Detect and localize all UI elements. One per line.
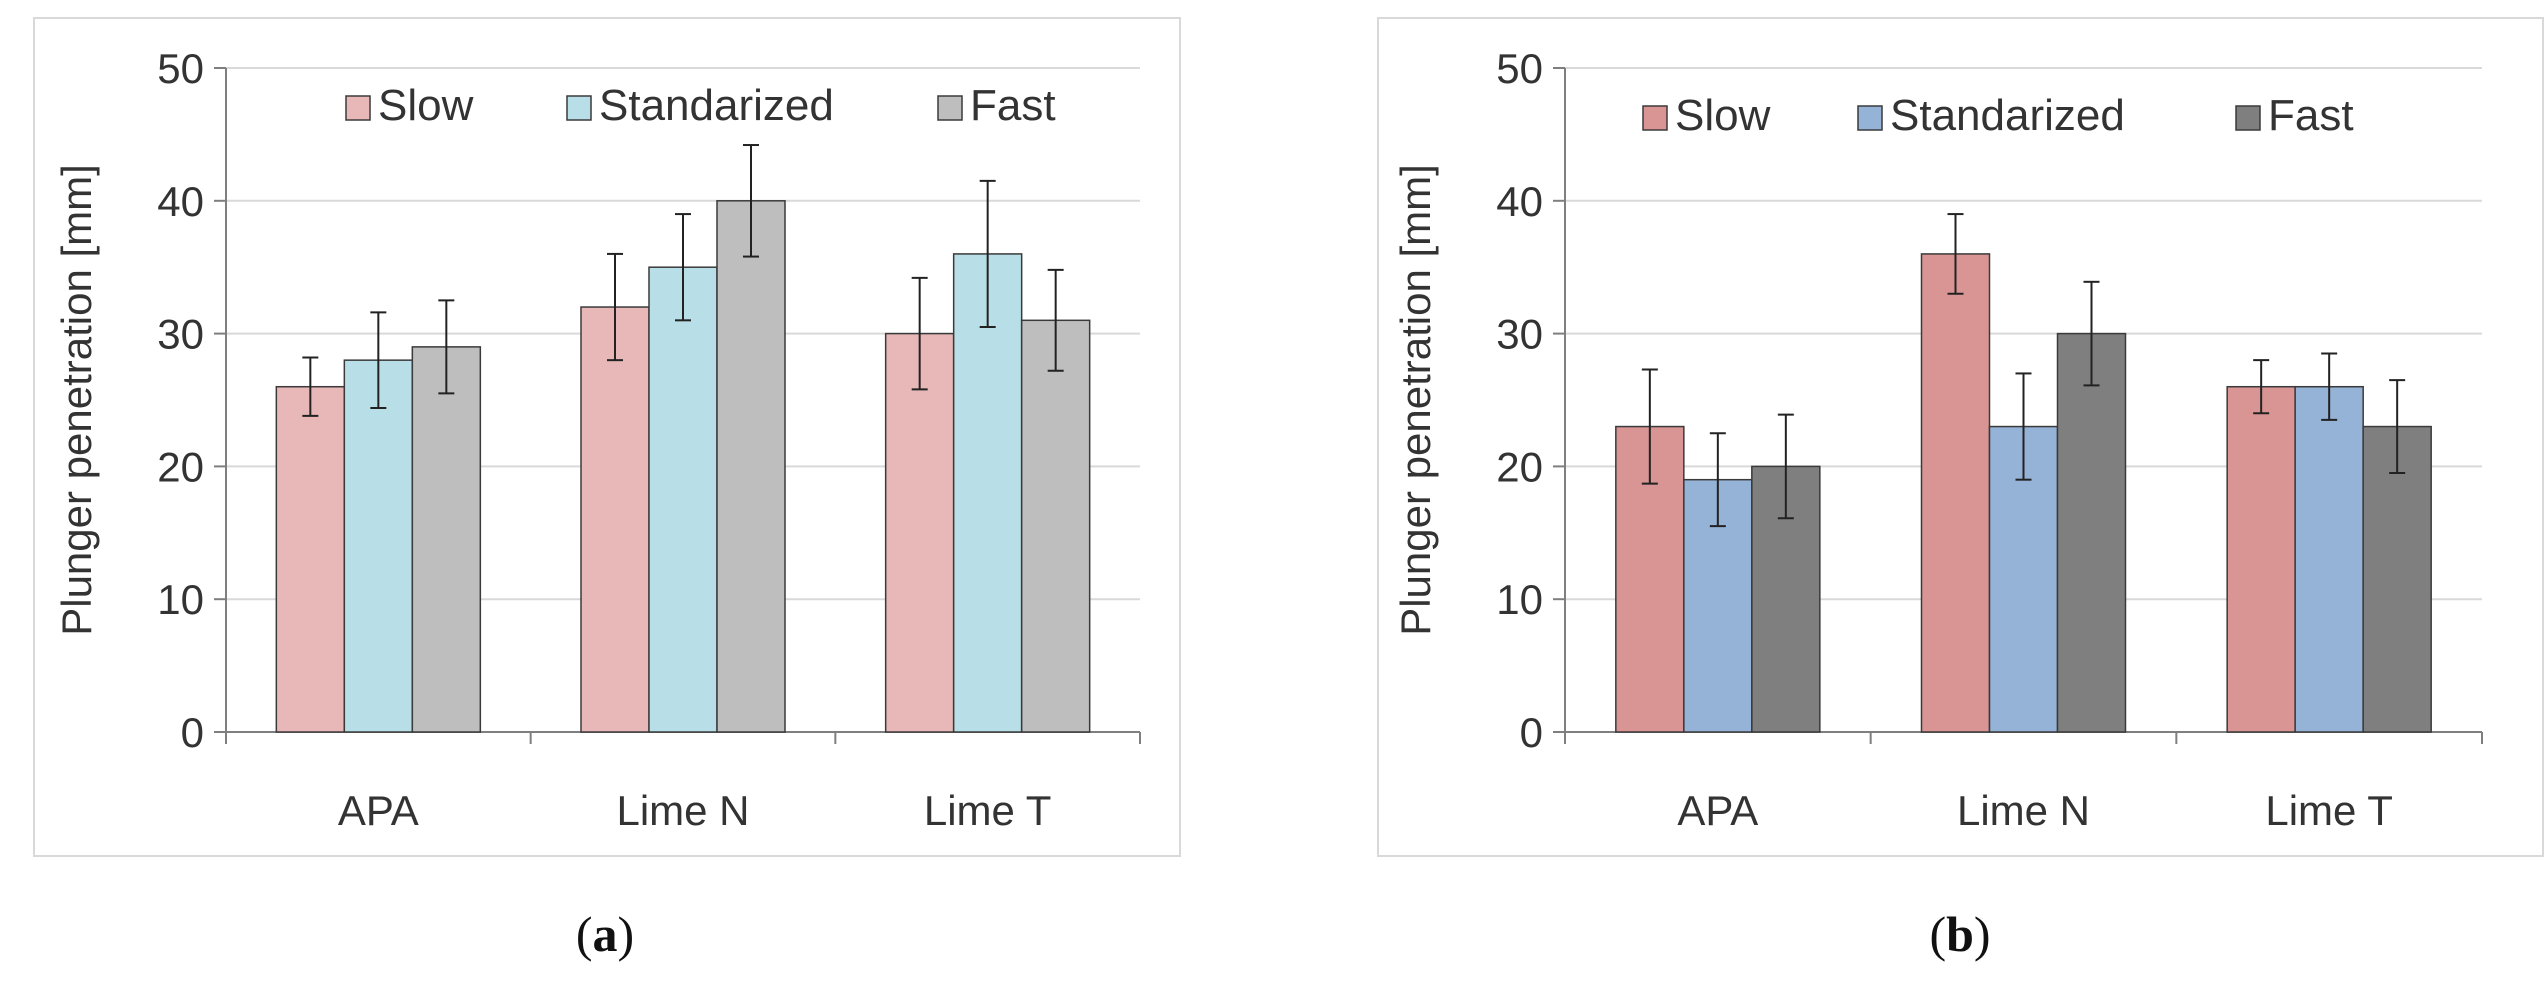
- bar: [580, 306, 650, 733]
- y-tick-label: 40: [1496, 178, 1543, 225]
- legend-label: Standarized: [599, 81, 834, 130]
- legend-swatch: [1857, 105, 1883, 131]
- caption-b-letter: b: [1946, 906, 1974, 962]
- legend-swatch: [2235, 105, 2261, 131]
- bar: [2226, 385, 2296, 733]
- caption-a-letter: a: [592, 906, 618, 962]
- x-tick-label: Lime T: [2265, 787, 2393, 834]
- x-tick-label: Lime N: [616, 787, 749, 834]
- legend-label: Standarized: [1890, 91, 2125, 140]
- bar: [2294, 385, 2364, 733]
- legend-swatch: [566, 95, 592, 121]
- legend-label: Slow: [1675, 91, 1771, 140]
- bar: [275, 385, 346, 733]
- y-tick-label: 50: [157, 45, 204, 92]
- legend-swatch: [345, 95, 371, 121]
- x-tick-label: APA: [1677, 787, 1758, 834]
- caption-a: (a): [575, 906, 635, 962]
- y-tick-label: 0: [181, 709, 204, 756]
- y-tick-label: 10: [1496, 576, 1543, 623]
- y-tick-label: 10: [157, 576, 204, 623]
- legend-label: Fast: [970, 81, 1056, 130]
- x-tick-label: APA: [338, 787, 419, 834]
- legend-swatch: [937, 95, 963, 121]
- bar: [1920, 253, 1991, 733]
- x-tick-label: Lime T: [924, 787, 1052, 834]
- y-tick-label: 20: [1496, 443, 1543, 490]
- y-tick-label: 50: [1496, 45, 1543, 92]
- y-axis-title: Plunger penetration [mm]: [53, 164, 100, 636]
- bar: [1020, 319, 1091, 733]
- y-tick-label: 0: [1520, 709, 1543, 756]
- bar: [648, 266, 718, 733]
- bar: [884, 332, 955, 733]
- x-tick-label: Lime N: [1957, 787, 2090, 834]
- bar: [716, 200, 786, 733]
- y-tick-label: 30: [1496, 311, 1543, 358]
- bar: [411, 346, 482, 733]
- y-tick-label: 40: [157, 178, 204, 225]
- chart-panel-a: 0 10 20 30 40 50 Plunger penetration [mm] APA Li…: [33, 17, 1181, 857]
- y-tick-label: 30: [157, 311, 204, 358]
- legend-label: Fast: [2268, 91, 2354, 140]
- y-tick-label: 20: [157, 443, 204, 490]
- bar: [2056, 332, 2127, 733]
- chart-panel-b: 0 10 20 30 40 50 Plunger penetration [mm] APA Li…: [1377, 17, 2544, 857]
- bar: [343, 359, 414, 733]
- caption-b: (b): [1929, 906, 1991, 962]
- y-axis-title: Plunger penetration [mm]: [1392, 164, 1439, 636]
- legend-swatch: [1642, 105, 1668, 131]
- legend-label: Slow: [378, 81, 474, 130]
